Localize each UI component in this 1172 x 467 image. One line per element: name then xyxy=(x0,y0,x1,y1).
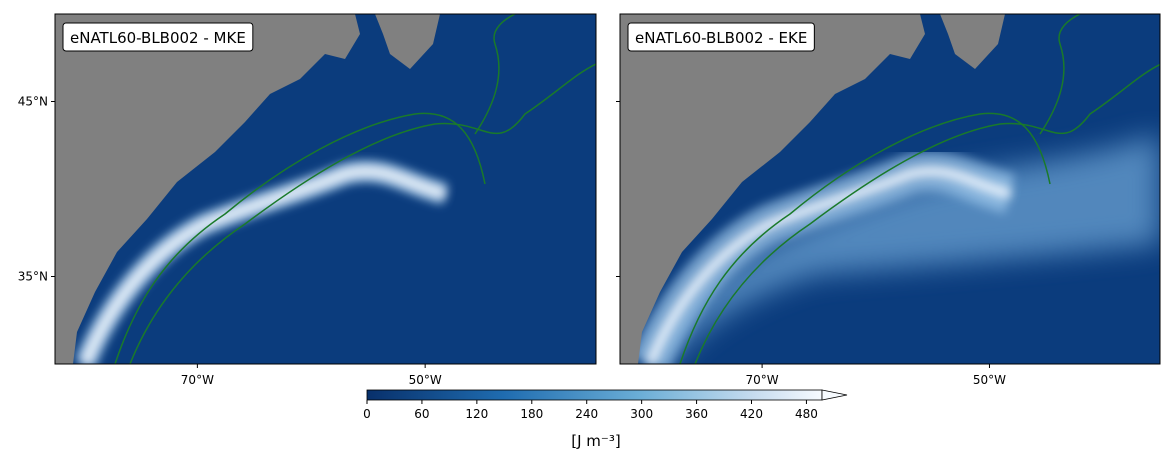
map-content xyxy=(620,14,1160,364)
panel-title: eNATL60-BLB002 - EKE xyxy=(635,29,807,47)
colorbar xyxy=(366,389,823,401)
colorbar-tick-label: 120 xyxy=(465,407,488,421)
y-tick-label: 45°N xyxy=(18,95,48,109)
frame xyxy=(54,13,597,365)
x-tick-label: 70°W xyxy=(746,373,779,387)
colorbar-tick-label: 480 xyxy=(795,407,818,421)
title-box xyxy=(62,22,254,52)
frame xyxy=(619,13,1161,365)
colorbar-tick-label: 360 xyxy=(685,407,708,421)
panel-title: eNATL60-BLB002 - MKE xyxy=(70,29,246,47)
colorbar-tick-label: 420 xyxy=(740,407,763,421)
colorbar-label: [J m⁻³] xyxy=(571,432,620,450)
map-panel: eNATL60-BLB002 - MKE 70°W 50°W 35°N 45°N xyxy=(18,13,597,387)
isobath xyxy=(474,14,516,135)
isobath xyxy=(129,63,596,364)
x-tick-label: 50°W xyxy=(409,373,442,387)
map-content xyxy=(55,14,596,364)
x-tick-label: 70°W xyxy=(181,373,214,387)
colorbar-tick-label: 0 xyxy=(363,407,371,421)
isobath xyxy=(694,63,1160,364)
colorbar-tick-label: 300 xyxy=(630,407,653,421)
land xyxy=(55,14,440,364)
map-panel: eNATL60-BLB002 - EKE 70°W 50°W xyxy=(616,13,1161,387)
colorbar-tick-label: 240 xyxy=(575,407,598,421)
isobath xyxy=(1039,14,1081,135)
colorbar-tick-label: 60 xyxy=(414,407,429,421)
title-box xyxy=(627,22,815,52)
land xyxy=(620,14,1005,364)
jet-core xyxy=(645,166,1012,364)
x-tick-label: 50°W xyxy=(973,373,1006,387)
colorbar-tick-label: 180 xyxy=(520,407,543,421)
y-tick-label: 35°N xyxy=(18,270,48,284)
jet-core xyxy=(79,165,447,364)
colorbar-extend xyxy=(821,389,848,401)
eddy-field xyxy=(640,134,1160,364)
